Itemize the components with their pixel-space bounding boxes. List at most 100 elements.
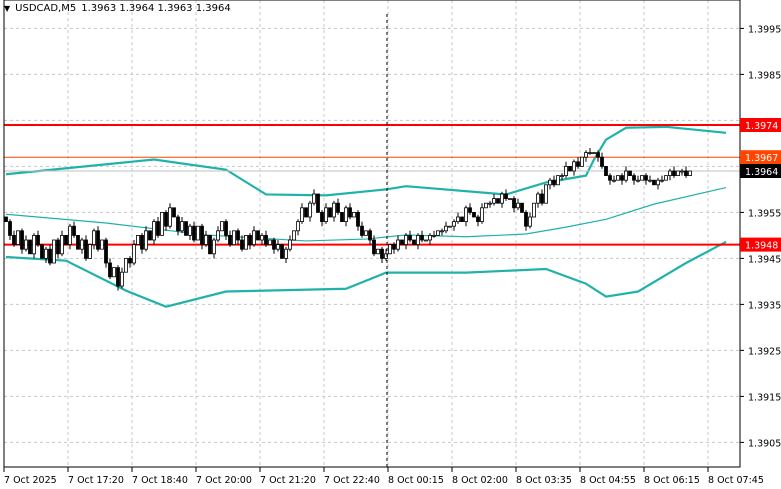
candle-body xyxy=(140,234,144,250)
candle-body xyxy=(640,175,644,181)
candle-body xyxy=(88,244,92,259)
candle-body xyxy=(52,239,56,264)
candle-body xyxy=(472,211,476,218)
candle-body xyxy=(552,179,556,186)
level-labels: 1.3974 1.3948 1.3967 1.3964 xyxy=(740,118,781,252)
candle-body xyxy=(292,230,296,241)
candle-body xyxy=(340,211,344,222)
candle-body xyxy=(492,198,496,204)
candle-body xyxy=(212,239,216,255)
time-axis[interactable]: 7 Oct 2025 7 Oct 17:20 7 Oct 18:40 7 Oct 20… xyxy=(3,467,764,486)
candle-body xyxy=(496,198,500,204)
candle-body xyxy=(16,230,20,246)
time-tick-label: 8 Oct 03:35 xyxy=(516,475,572,486)
candle-body xyxy=(588,152,592,155)
candle-body xyxy=(264,234,268,245)
level-label-bg xyxy=(740,237,781,252)
candle-body xyxy=(504,193,508,199)
candle-body xyxy=(408,234,412,241)
candle-body xyxy=(160,211,164,236)
chart-title: ▼ USDCAD,M5 1.3963 1.3964 1.3963 1.3964 xyxy=(4,3,231,14)
candle-body xyxy=(396,239,400,250)
candle-body xyxy=(72,225,76,236)
candle-body xyxy=(12,234,16,245)
candle-body xyxy=(576,161,580,167)
candle-body xyxy=(544,184,548,204)
candle-body xyxy=(676,170,680,176)
candle-body xyxy=(240,239,244,250)
candle-body xyxy=(328,207,332,218)
time-tick-label: 7 Oct 22:40 xyxy=(324,475,380,486)
candle-body xyxy=(180,221,184,232)
candle-body xyxy=(84,239,88,259)
candle-body xyxy=(512,198,516,209)
candle-body xyxy=(516,202,520,209)
candle-body xyxy=(556,175,560,186)
symbol-label: USDCAD,M5 xyxy=(15,3,77,14)
candle-body xyxy=(276,244,280,250)
candle-body xyxy=(356,211,360,227)
candle-body xyxy=(436,230,440,236)
price-axis[interactable]: 1.3995 1.3985 1.3955 1.3945 1.3935 1.3925 1.39… xyxy=(740,24,781,449)
candle-body xyxy=(124,257,128,273)
candle-body xyxy=(680,170,684,173)
candle-body xyxy=(524,211,528,227)
candle-body xyxy=(224,221,228,236)
candle-body xyxy=(484,202,488,209)
candle-body xyxy=(428,234,432,241)
candle-body xyxy=(368,230,372,241)
candles xyxy=(4,148,692,291)
candle-body xyxy=(572,161,576,172)
candle-body xyxy=(132,244,136,264)
bollinger-lower-line xyxy=(5,240,727,308)
time-tick-label: 8 Oct 00:15 xyxy=(388,475,444,486)
candle-body xyxy=(488,202,492,205)
candle-body xyxy=(164,211,168,227)
candle-body xyxy=(412,239,416,245)
price-tick-label: 1.3995 xyxy=(748,24,781,35)
candle-body xyxy=(688,170,692,176)
price-tick-label: 1.3955 xyxy=(748,208,781,219)
candle-body xyxy=(468,207,472,213)
candle-body xyxy=(304,207,308,218)
candle-body xyxy=(204,234,208,245)
candle-body xyxy=(100,239,104,250)
price-tick-label: 1.3985 xyxy=(748,70,781,81)
candle-body xyxy=(360,225,364,236)
horizontal-levels xyxy=(4,124,740,246)
candle-body xyxy=(672,170,676,176)
level-label: 1.3967 xyxy=(745,153,778,164)
triangle-down-icon[interactable]: ▼ xyxy=(4,4,11,13)
candle-body xyxy=(20,230,24,250)
candle-body xyxy=(336,202,340,213)
candle-body xyxy=(668,170,672,176)
candle-body xyxy=(208,234,212,255)
candle-body xyxy=(256,230,260,241)
level-label-bg xyxy=(740,150,781,165)
candle-body xyxy=(476,216,480,222)
candle-body xyxy=(460,216,464,222)
candle-body xyxy=(664,175,668,181)
candle-body xyxy=(344,207,348,223)
candle-body xyxy=(288,239,292,250)
candle-body xyxy=(404,234,408,245)
candle-body xyxy=(452,221,456,227)
candle-body xyxy=(272,239,276,250)
candle-body xyxy=(628,170,632,176)
level-label: 1.3964 xyxy=(745,167,778,178)
candle-body xyxy=(252,230,256,246)
candle-body xyxy=(432,234,436,237)
candle-body xyxy=(40,244,44,259)
candle-body xyxy=(464,207,468,223)
time-tick-label: 8 Oct 04:55 xyxy=(580,475,636,486)
bollinger-bands xyxy=(5,125,727,308)
candle-body xyxy=(528,216,532,227)
candle-body xyxy=(324,207,328,223)
candle-body xyxy=(352,211,356,218)
candle-body xyxy=(364,230,368,236)
candle-body xyxy=(416,234,420,245)
price-tick-label: 1.3925 xyxy=(748,346,781,357)
time-tick-label: 8 Oct 06:15 xyxy=(644,475,700,486)
candle-body xyxy=(648,179,652,182)
